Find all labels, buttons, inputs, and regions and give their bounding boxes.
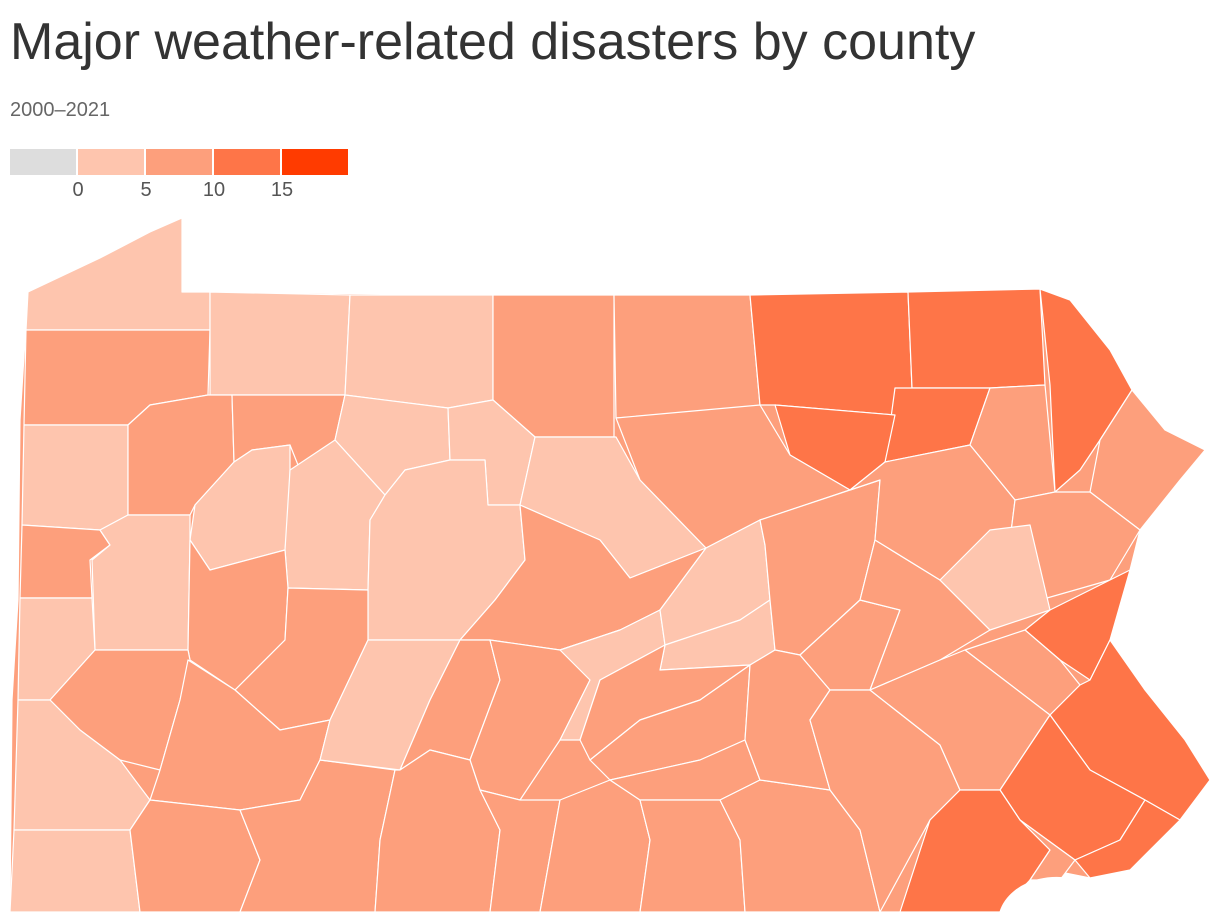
legend-tick-0: 0 bbox=[72, 179, 84, 201]
county-butler bbox=[91, 514, 191, 651]
legend-tick-15: 15 bbox=[270, 179, 294, 201]
legend-tick-5: 5 bbox=[140, 179, 152, 201]
color-legend: 0 5 10 15 bbox=[10, 149, 350, 209]
legend-swatch-no-data bbox=[10, 149, 78, 175]
legend-swatch-5-10 bbox=[146, 149, 214, 175]
delaware-border-notch bbox=[999, 876, 1111, 913]
legend-swatch-0-5 bbox=[78, 149, 146, 175]
county-carbon bbox=[939, 524, 1051, 631]
county-mckean bbox=[344, 294, 494, 409]
county-greene bbox=[9, 829, 141, 913]
county-pike bbox=[1089, 389, 1206, 531]
county-susquehanna bbox=[907, 288, 1046, 389]
pennsylvania-county-map bbox=[9, 217, 1211, 913]
county-philadelphia bbox=[1074, 799, 1181, 879]
county-bradford bbox=[749, 291, 913, 416]
chart-title: Major weather-related disasters by count… bbox=[10, 13, 976, 71]
county-erie bbox=[25, 217, 211, 331]
chart-subtitle: 2000–2021 bbox=[10, 99, 111, 121]
legend-tick-10: 10 bbox=[202, 179, 226, 201]
county-tioga bbox=[613, 294, 761, 419]
county-mercer bbox=[21, 424, 129, 531]
county-fayette bbox=[129, 799, 261, 913]
county-warren bbox=[209, 291, 351, 396]
legend-swatch-15-plus bbox=[282, 149, 348, 175]
legend-swatch-10-15 bbox=[214, 149, 282, 175]
